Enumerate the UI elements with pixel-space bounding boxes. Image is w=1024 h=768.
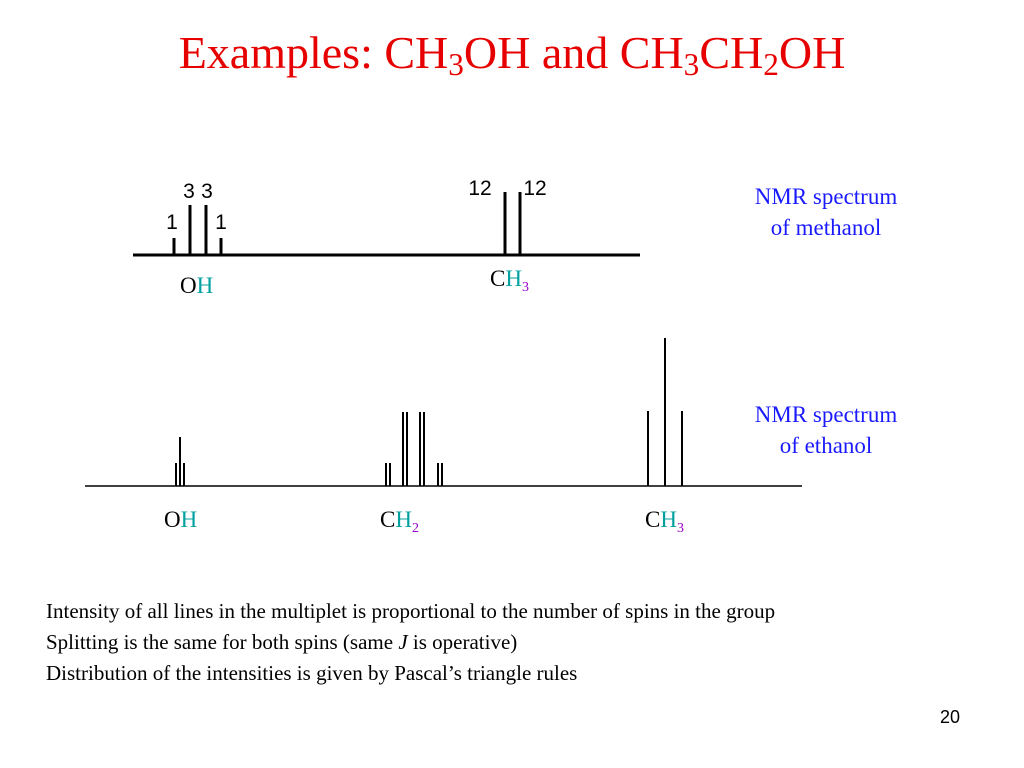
- methanol-oh-intensity-2: 3: [183, 180, 195, 203]
- methanol-oh-quartet: 1 3 3 1: [166, 180, 227, 255]
- explanation-notes: Intensity of all lines in the multiplet …: [46, 596, 775, 689]
- ethanol-oh-multiplet: [175, 437, 185, 486]
- methanol-ch3-intensity-2: 12: [523, 177, 546, 200]
- methanol-oh-intensity-3: 3: [201, 180, 213, 203]
- methanol-spectrum-caption: NMR spectrum of methanol: [726, 181, 926, 243]
- methanol-oh-label: OH: [180, 273, 213, 298]
- methanol-ch3-intensity-1: 12: [468, 177, 491, 200]
- ethanol-ch3-label: CH3: [645, 507, 684, 536]
- methanol-oh-intensity-1: 1: [166, 211, 178, 234]
- methanol-ch3-label: CH3: [490, 266, 529, 295]
- ethanol-ch2-multiplet: [385, 412, 443, 486]
- note-intensity: Intensity of all lines in the multiplet …: [46, 599, 776, 623]
- ethanol-caption-line2: of ethanol: [779, 433, 873, 458]
- methanol-oh-intensity-4: 1: [215, 211, 227, 234]
- ethanol-oh-label: OH: [164, 507, 197, 532]
- ethanol-caption-line1: NMR spectrum: [754, 402, 898, 427]
- note-pascal: Distribution of the intensities is given…: [46, 661, 578, 685]
- slide-title: Examples: CH3OH and CH3CH2OH: [178, 27, 846, 82]
- methanol-caption-line2: of methanol: [770, 215, 882, 240]
- ethanol-ch3-triplet: [647, 338, 683, 486]
- ethanol-spectrum-caption: NMR spectrum of ethanol: [726, 399, 926, 461]
- methanol-caption-line1: NMR spectrum: [754, 184, 898, 209]
- methanol-ch3-doublet: 12 12: [468, 177, 547, 255]
- ethanol-ch2-label: CH2: [380, 507, 419, 536]
- note-splitting: Splitting is the same for both spins (sa…: [46, 630, 518, 654]
- page-number: 20: [939, 707, 961, 727]
